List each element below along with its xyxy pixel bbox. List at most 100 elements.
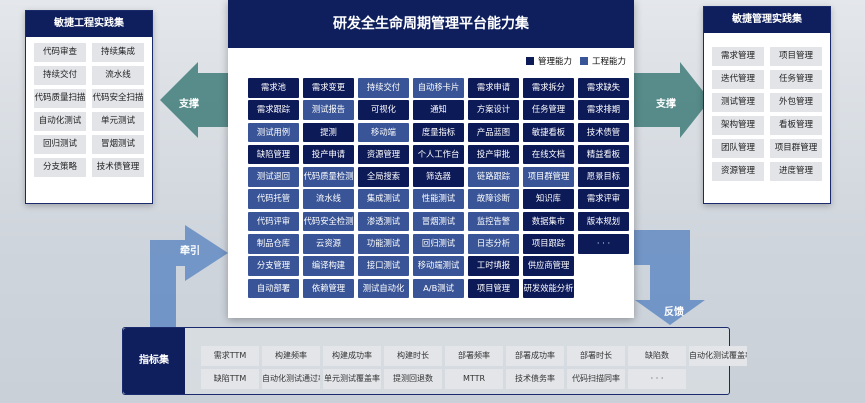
management-capability[interactable]: 需求申请 <box>468 78 519 98</box>
engineering-capability[interactable]: 移动端 <box>358 122 409 143</box>
management-capability[interactable]: 工时填报 <box>468 256 519 276</box>
metric-item[interactable]: 技术债务率 <box>506 369 564 389</box>
management-capability[interactable]: 提测 <box>303 122 354 143</box>
practice-item[interactable]: 资源管理 <box>712 162 764 181</box>
metric-item[interactable]: 部署成功率 <box>506 346 564 366</box>
practice-item[interactable]: 代码审查 <box>34 43 86 62</box>
engineering-capability[interactable]: 代码质量检测 <box>303 167 354 187</box>
metric-item[interactable]: 构建时长 <box>384 346 442 366</box>
management-capability[interactable]: 任务管理 <box>523 100 574 120</box>
engineering-capability[interactable]: 回归测试 <box>413 234 464 254</box>
management-capability[interactable]: 全局搜索 <box>358 167 409 187</box>
engineering-capability[interactable]: 测试自动化 <box>358 278 409 299</box>
practice-item[interactable]: 进度管理 <box>770 162 822 181</box>
management-capability[interactable]: 个人工作台 <box>413 144 464 165</box>
management-capability[interactable]: 版本规划 <box>578 211 629 232</box>
management-capability[interactable]: 研发效能分析 <box>523 278 574 299</box>
management-capability[interactable]: 需求池 <box>248 78 299 98</box>
metric-item[interactable]: · · · <box>628 369 686 389</box>
metric-item[interactable]: 单元测试覆盖率 <box>323 369 381 389</box>
practice-item[interactable]: 分支策略 <box>34 158 86 177</box>
engineering-capability[interactable]: 自动移卡片 <box>413 78 464 98</box>
management-capability[interactable]: 方案设计 <box>468 100 519 120</box>
management-capability[interactable]: 资源管理 <box>358 144 409 165</box>
engineering-capability[interactable]: 测试用例 <box>248 122 299 143</box>
practice-item[interactable]: 持续交付 <box>34 66 86 85</box>
management-capability[interactable]: 投产申请 <box>303 144 354 165</box>
engineering-capability[interactable]: 代码评审 <box>248 211 299 232</box>
engineering-capability[interactable]: 日志分析 <box>468 234 519 254</box>
engineering-capability[interactable]: 功能测试 <box>358 234 409 254</box>
management-capability[interactable]: 需求跟踪 <box>248 100 299 120</box>
practice-item[interactable]: 回归测试 <box>34 135 86 154</box>
management-capability[interactable]: 产品蓝图 <box>468 122 519 143</box>
engineering-capability[interactable]: 制品仓库 <box>248 234 299 254</box>
practice-item[interactable]: 代码质量扫描 <box>34 89 86 108</box>
metric-item[interactable]: 缺陷数 <box>628 346 686 366</box>
engineering-capability[interactable]: A/B测试 <box>413 278 464 299</box>
practice-item[interactable]: 架构管理 <box>712 116 764 135</box>
metric-item[interactable]: 缺陷TTM <box>201 369 259 389</box>
management-capability[interactable]: 技术债管 <box>578 122 629 143</box>
engineering-capability[interactable]: 集成测试 <box>358 189 409 209</box>
engineering-capability[interactable]: 链路跟踪 <box>468 167 519 187</box>
practice-item[interactable]: 项目群管理 <box>770 139 822 158</box>
management-capability[interactable]: 知识库 <box>523 189 574 209</box>
metric-item[interactable]: MTTR <box>445 369 503 389</box>
management-capability[interactable]: 敏捷看板 <box>523 122 574 143</box>
engineering-capability[interactable]: 自动部署 <box>248 278 299 299</box>
engineering-capability[interactable]: 项目群管理 <box>523 167 574 187</box>
management-capability[interactable]: 精益看板 <box>578 144 629 165</box>
management-capability[interactable]: · · · <box>578 234 629 254</box>
engineering-capability[interactable]: 依赖管理 <box>303 278 354 299</box>
management-capability[interactable]: 缺陷管理 <box>248 144 299 165</box>
practice-item[interactable]: 持续集成 <box>92 43 144 62</box>
management-capability[interactable]: 供应商管理 <box>523 256 574 276</box>
management-capability[interactable]: 需求排期 <box>578 100 629 120</box>
management-capability[interactable]: 项目管理 <box>468 278 519 299</box>
management-capability[interactable]: 项目跟踪 <box>523 234 574 254</box>
metric-item[interactable]: 部署时长 <box>567 346 625 366</box>
engineering-capability[interactable]: 故障诊断 <box>468 189 519 209</box>
management-capability[interactable]: 需求拆分 <box>523 78 574 98</box>
engineering-capability[interactable]: 编译构建 <box>303 256 354 276</box>
practice-item[interactable]: 外包管理 <box>770 93 822 112</box>
management-capability[interactable]: 度量指标 <box>413 122 464 143</box>
engineering-capability[interactable]: 分支管理 <box>248 256 299 276</box>
practice-item[interactable]: 迭代管理 <box>712 70 764 89</box>
metric-item[interactable]: 自动化测试通过率 <box>262 369 320 389</box>
management-capability[interactable]: 需求缺失 <box>578 78 629 98</box>
engineering-capability[interactable]: 测试报告 <box>303 100 354 120</box>
practice-item[interactable]: 项目管理 <box>770 47 822 66</box>
engineering-capability[interactable]: 渗透测试 <box>358 211 409 232</box>
practice-item[interactable]: 测试管理 <box>712 93 764 112</box>
engineering-capability[interactable]: 冒烟测试 <box>413 211 464 232</box>
engineering-capability[interactable]: 移动端测试 <box>413 256 464 276</box>
management-capability[interactable]: 需求评审 <box>578 189 629 209</box>
management-capability[interactable]: 在线文档 <box>523 144 574 165</box>
practice-item[interactable]: 单元测试 <box>92 112 144 131</box>
management-capability[interactable]: 愿景目标 <box>578 167 629 187</box>
metric-item[interactable]: 代码扫描同率 <box>567 369 625 389</box>
engineering-capability[interactable]: 性能测试 <box>413 189 464 209</box>
engineering-capability[interactable]: 监控告警 <box>468 211 519 232</box>
practice-item[interactable]: 冒烟测试 <box>92 135 144 154</box>
metric-item[interactable]: 部署频率 <box>445 346 503 366</box>
management-capability[interactable]: 需求变更 <box>303 78 354 98</box>
practice-item[interactable]: 技术债管理 <box>92 158 144 177</box>
engineering-capability[interactable]: 测试退回 <box>248 167 299 187</box>
management-capability[interactable]: 投产审批 <box>468 144 519 165</box>
metric-item[interactable]: 自动化测试覆盖率 <box>689 346 747 366</box>
management-capability[interactable]: 数据集市 <box>523 211 574 232</box>
metric-item[interactable]: 需求TTM <box>201 346 259 366</box>
management-capability[interactable]: 筛选器 <box>413 167 464 187</box>
management-capability[interactable]: 可视化 <box>358 100 409 120</box>
practice-item[interactable]: 任务管理 <box>770 70 822 89</box>
practice-item[interactable]: 看板管理 <box>770 116 822 135</box>
engineering-capability[interactable]: 接口测试 <box>358 256 409 276</box>
engineering-capability[interactable]: 云资源 <box>303 234 354 254</box>
engineering-capability[interactable]: 持续交付 <box>358 78 409 98</box>
engineering-capability[interactable]: 流水线 <box>303 189 354 209</box>
engineering-capability[interactable]: 代码安全检测 <box>303 211 354 232</box>
practice-item[interactable]: 自动化测试 <box>34 112 86 131</box>
